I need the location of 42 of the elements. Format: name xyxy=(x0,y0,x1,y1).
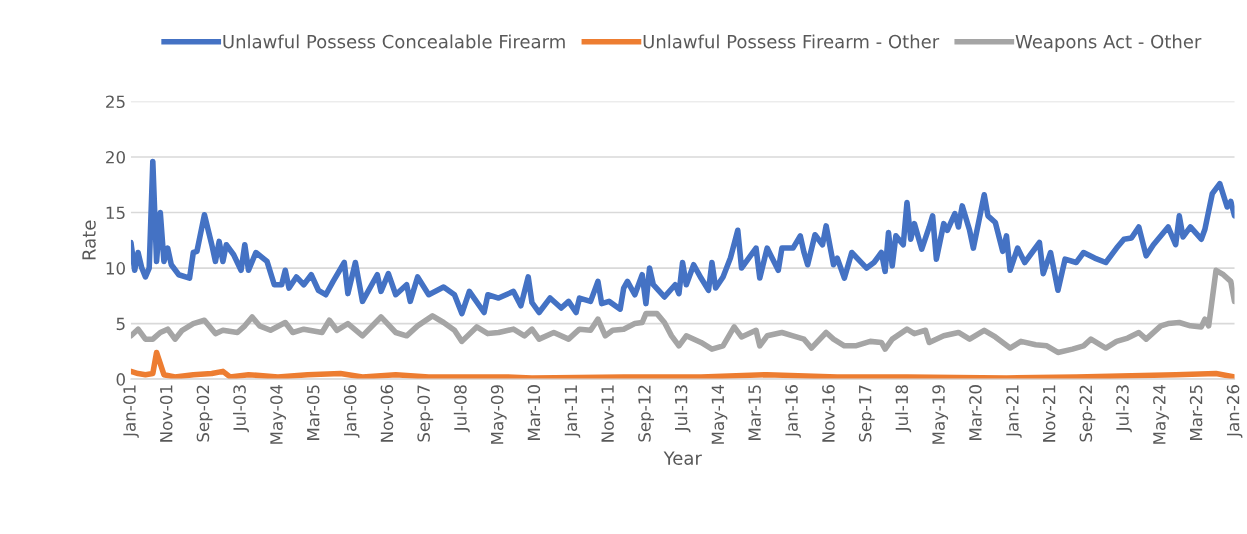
x-tick-label: Nov-16 xyxy=(822,385,835,442)
x-tick-label: Jul-03 xyxy=(232,385,249,433)
x-tick-label: May-04 xyxy=(270,384,286,444)
x-tick-label: Jul-08 xyxy=(453,385,470,433)
legend-label: Unlawful Possess Concealable Firearm xyxy=(223,34,565,49)
x-tick-label: Jul-13 xyxy=(674,385,691,433)
y-axis-title: Rate xyxy=(82,220,96,260)
x-tick-label: Mar-20 xyxy=(969,385,982,440)
legend-label: Weapons Act - Other xyxy=(1015,34,1202,52)
x-tick-label: Jan-01 xyxy=(123,385,139,438)
x-tick-label: Sep-07 xyxy=(417,385,434,442)
x-tick-label: Mar-10 xyxy=(527,385,541,440)
x-tick-label: May-19 xyxy=(932,385,949,444)
x-tick-label: Nov-06 xyxy=(380,385,394,442)
x-tick-label: Sep-22 xyxy=(1079,385,1096,442)
y-tick-label: 0 xyxy=(116,373,125,386)
x-tick-label: Jan-16 xyxy=(785,385,801,438)
x-tick-label: May-09 xyxy=(490,385,507,444)
x-tick-label: Nov-11 xyxy=(601,385,614,442)
x-tick-label: May-24 xyxy=(1153,384,1169,444)
x-tick-label: Jul-18 xyxy=(895,385,912,433)
legend-label: Unlawful Possess Firearm - Other xyxy=(643,34,940,49)
x-tick-label: Mar-25 xyxy=(1189,385,1203,440)
x-tick-label: Nov-21 xyxy=(1042,385,1056,442)
x-tick-label: Jul-23 xyxy=(1115,385,1132,433)
y-tick-label: 25 xyxy=(106,95,125,109)
x-tick-label: Nov-01 xyxy=(159,385,173,442)
x-tick-label: Jan-26 xyxy=(1226,385,1243,438)
x-tick-label: Jan-11 xyxy=(564,385,581,438)
x-tick-label: Jan-21 xyxy=(1006,385,1022,438)
y-tick-label: 10 xyxy=(106,262,125,275)
y-tick-label: 15 xyxy=(106,206,125,220)
x-tick-label: Sep-17 xyxy=(858,385,875,442)
x-axis-title: Year xyxy=(663,451,702,465)
x-tick-label: Jan-06 xyxy=(343,385,360,438)
x-tick-label: Mar-05 xyxy=(306,385,320,440)
x-tick-label: Mar-15 xyxy=(748,385,761,440)
y-tick-label: 20 xyxy=(106,150,125,164)
x-tick-label: May-14 xyxy=(711,384,728,444)
y-tick-label: 5 xyxy=(116,317,125,331)
x-tick-label: Sep-12 xyxy=(638,385,654,442)
x-tick-label: Sep-02 xyxy=(196,385,213,442)
